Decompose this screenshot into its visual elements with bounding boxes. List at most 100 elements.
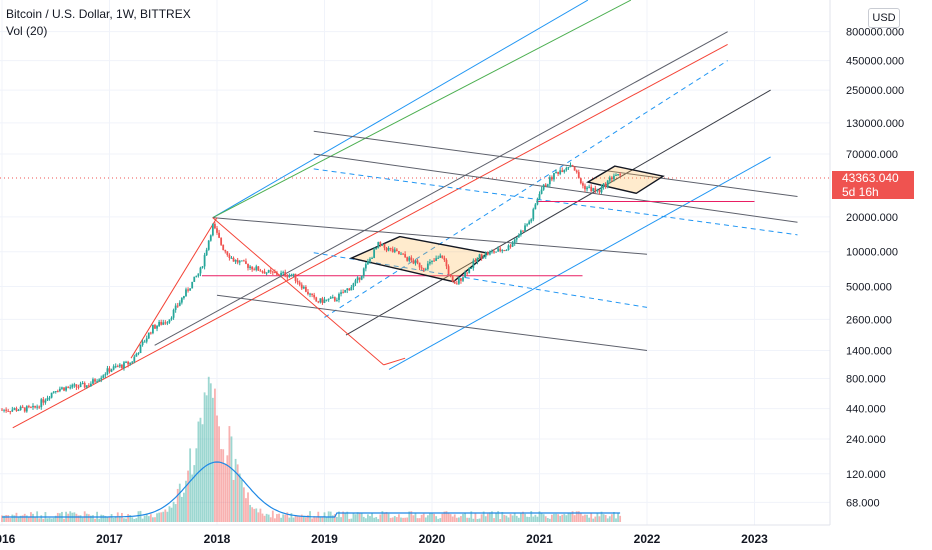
candle-body (42, 399, 45, 403)
volume-bar (58, 513, 61, 522)
candle-body (27, 406, 30, 408)
x-tick-label: 2021 (526, 532, 553, 546)
volume-bar (92, 515, 94, 522)
candle-body (251, 266, 254, 270)
volume-bar (257, 512, 260, 522)
candle-body (346, 288, 349, 291)
volume-bar (224, 463, 227, 522)
candle-body (327, 298, 330, 300)
candle-body (87, 385, 90, 387)
candle-body (536, 199, 539, 205)
volume-bar (586, 514, 588, 522)
volume-bar (505, 515, 508, 522)
volume-bar (300, 514, 303, 522)
candle-body (67, 387, 70, 389)
candle-body (104, 374, 107, 376)
candle-body (470, 267, 473, 269)
candle-body (385, 247, 388, 251)
y-tick-label: 250000.000 (846, 85, 904, 97)
volume-bar (367, 514, 369, 522)
volume-bar (437, 518, 440, 522)
volume-bar (373, 517, 376, 522)
volume-bar (193, 465, 196, 522)
candle-body (284, 272, 287, 277)
candle-body (364, 264, 367, 269)
candle-body (613, 175, 615, 180)
candle-body (393, 249, 396, 252)
candle-body (538, 193, 541, 200)
symbol-title[interactable]: Bitcoin / U.S. Dollar, 1W, BITTREX (6, 7, 191, 21)
volume-bar (565, 515, 568, 522)
volume-bar (102, 515, 105, 522)
candle-body (36, 406, 39, 408)
candle-body (245, 261, 247, 264)
volume-bar (1, 515, 3, 522)
candle-body (352, 283, 355, 288)
candle-body (242, 260, 245, 262)
candle-body (30, 406, 32, 408)
candle-body (187, 289, 189, 291)
volume-bar (503, 514, 506, 522)
volume-bar (236, 464, 239, 522)
candle-body (567, 167, 570, 169)
volume-bar (431, 512, 433, 522)
volume-bar (104, 515, 107, 522)
volume-bar (466, 517, 469, 522)
candle-body (38, 406, 41, 408)
candle-body (164, 322, 167, 324)
candle-body (149, 332, 152, 334)
volume-bar (517, 517, 520, 522)
candle-body (174, 305, 177, 310)
volume-bar (273, 518, 276, 522)
candle-body (180, 298, 183, 303)
candle-body (524, 225, 526, 232)
candle-body (209, 235, 212, 241)
volume-bar (127, 514, 130, 522)
volume-indicator-label[interactable]: Vol (20) (6, 24, 48, 38)
candle-body (530, 219, 533, 222)
candle-body (263, 271, 266, 274)
volume-bar (141, 518, 144, 522)
candle-body (21, 406, 24, 408)
candle-body (588, 186, 591, 188)
volume-bar (304, 517, 307, 522)
candle-body (412, 260, 415, 264)
volume-bar (608, 516, 611, 522)
volume-bar (292, 517, 295, 522)
candle-body (259, 270, 262, 272)
volume-bar (214, 388, 216, 522)
candle-body (586, 187, 588, 190)
volume-bar (290, 513, 293, 522)
candle-body (493, 251, 495, 253)
candle-body (418, 262, 421, 268)
candle-body (598, 189, 601, 193)
volume-bar (282, 514, 285, 522)
volume-bar (515, 515, 518, 522)
volume-bar (542, 514, 545, 522)
volume-bar (441, 513, 444, 522)
volume-bar (439, 518, 442, 522)
fork-line-gray-2 (313, 153, 798, 223)
candle-body (162, 322, 165, 325)
volume-bar (230, 436, 233, 522)
volume-bar (118, 515, 121, 522)
candle-body (348, 288, 351, 291)
volume-bar (172, 501, 175, 522)
candle-body (519, 230, 522, 236)
volume-bar (371, 512, 373, 522)
candle-body (236, 259, 239, 263)
volume-bar (5, 515, 8, 522)
candle-body (298, 282, 301, 285)
volume-bar (238, 473, 241, 522)
volume-bar (7, 515, 10, 522)
candle-body (416, 260, 419, 263)
currency-button[interactable]: USD (868, 8, 900, 28)
volume-bar (114, 516, 117, 522)
chart-header: Bitcoin / U.S. Dollar, 1W, BITTREX Vol (… (6, 6, 191, 40)
candle-body (420, 267, 423, 269)
candle-body (123, 362, 125, 368)
volume-bar (493, 518, 495, 522)
y-tick-label: 130000.000 (846, 118, 904, 130)
